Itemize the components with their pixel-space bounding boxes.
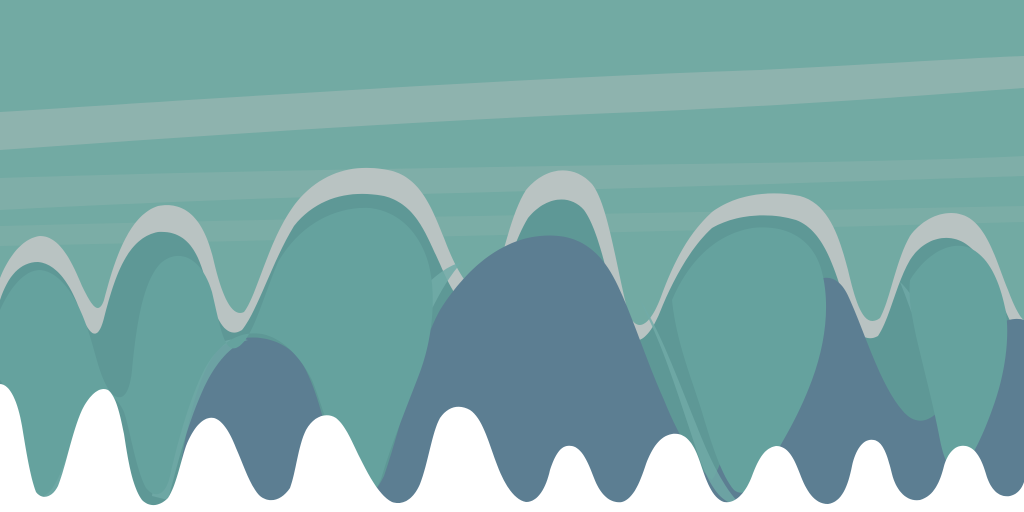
teal-blob-right <box>672 227 827 493</box>
bottom-scallop-edge <box>0 384 1024 512</box>
sky-stripe-upper <box>0 56 1024 150</box>
teal-highlight-center <box>152 338 248 500</box>
sky-stripe-middle <box>0 156 1024 210</box>
teal-blob-far-right <box>909 245 1008 471</box>
teal-ridge-front <box>0 207 433 496</box>
teal-highlight-far-right <box>640 300 740 505</box>
